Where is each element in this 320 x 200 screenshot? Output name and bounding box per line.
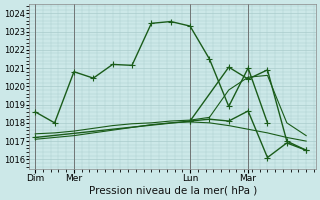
X-axis label: Pression niveau de la mer( hPa ): Pression niveau de la mer( hPa ) <box>89 186 257 196</box>
